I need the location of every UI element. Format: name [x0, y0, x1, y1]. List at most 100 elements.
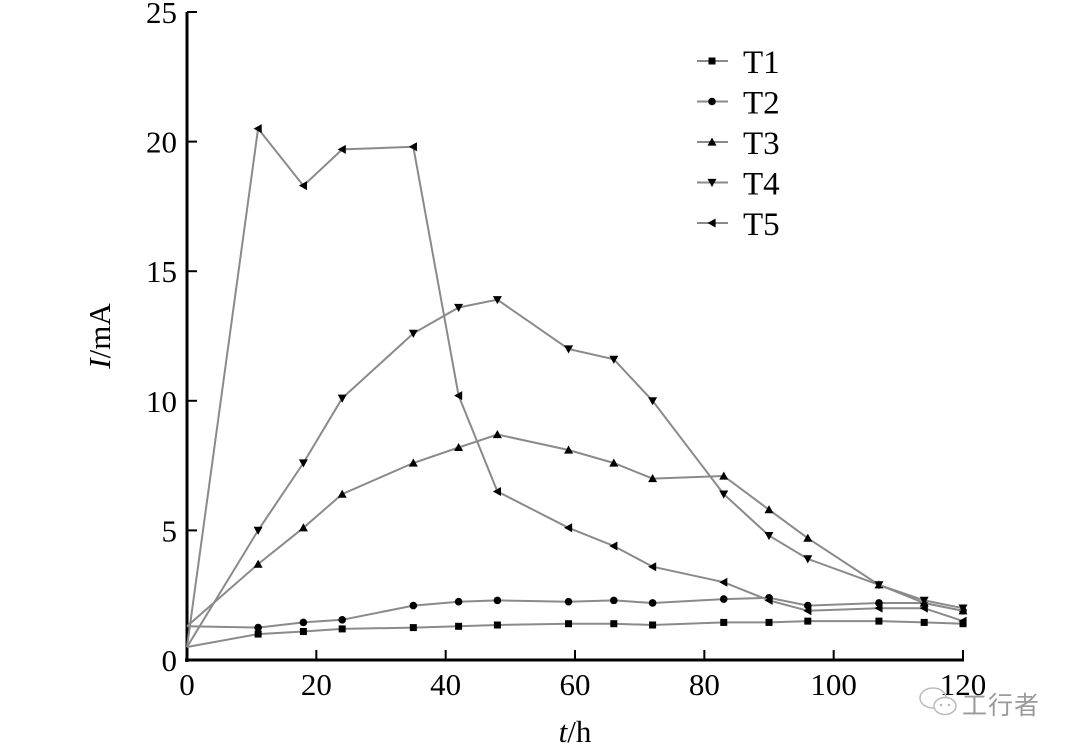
- data-point: [254, 630, 262, 638]
- legend-label: T2: [743, 86, 780, 122]
- data-point: [298, 459, 308, 468]
- y-tick-label: 20: [146, 125, 177, 160]
- legend-item-t1: T1: [697, 45, 780, 81]
- data-point: [764, 531, 774, 541]
- data-point: [649, 621, 657, 629]
- legend-label: T4: [743, 167, 780, 203]
- data-point: [492, 429, 502, 439]
- data-point: [338, 625, 346, 633]
- x-tick-label: 80: [689, 667, 720, 702]
- data-point: [564, 345, 574, 354]
- data-point: [804, 617, 812, 625]
- series-t1: [186, 617, 967, 648]
- data-point: [919, 603, 928, 613]
- series-line: [186, 596, 964, 629]
- data-point: [874, 603, 883, 613]
- legend-marker: [708, 97, 716, 106]
- legend-item-t4: T4: [697, 167, 780, 203]
- data-point: [719, 595, 728, 603]
- data-point: [875, 617, 883, 625]
- series-line: [186, 298, 964, 648]
- data-point: [648, 397, 658, 406]
- data-point: [764, 505, 774, 514]
- legend-marker: [707, 137, 717, 146]
- y-tick-label: 0: [162, 643, 178, 678]
- data-point: [299, 627, 307, 635]
- data-point: [454, 597, 463, 606]
- series-t5: [186, 124, 967, 648]
- data-point: [253, 559, 263, 568]
- data-point: [337, 489, 347, 498]
- series-line: [186, 433, 964, 628]
- data-point: [609, 541, 618, 551]
- series-line: [186, 126, 964, 648]
- series-t4: [186, 296, 968, 648]
- legend-marker: [708, 57, 716, 65]
- legend-label: T1: [743, 45, 780, 81]
- data-point: [454, 391, 463, 401]
- data-point: [493, 596, 502, 605]
- data-point: [408, 142, 417, 152]
- data-point: [803, 555, 813, 564]
- data-point: [874, 581, 884, 590]
- data-point: [455, 622, 463, 630]
- data-point: [720, 618, 728, 626]
- legend-label: T5: [743, 207, 780, 243]
- data-point: [408, 458, 418, 467]
- data-point: [493, 621, 501, 629]
- y-tick-label: 10: [146, 384, 177, 419]
- data-point: [609, 458, 619, 467]
- x-tick-label: 60: [560, 667, 591, 702]
- data-point: [454, 442, 464, 452]
- data-point: [409, 624, 417, 632]
- data-point: [298, 181, 307, 191]
- data-point: [958, 616, 967, 626]
- data-point: [337, 394, 347, 403]
- data-point: [719, 471, 729, 480]
- x-tick-label: 100: [810, 667, 857, 702]
- series-t3: [186, 429, 968, 628]
- data-point: [803, 533, 813, 542]
- data-point: [610, 596, 618, 605]
- data-point: [565, 620, 573, 628]
- data-point: [919, 596, 929, 605]
- data-point: [648, 599, 657, 607]
- data-point: [254, 623, 262, 632]
- wechat-icon: [919, 687, 957, 716]
- data-point: [253, 124, 262, 134]
- data-point: [920, 618, 928, 626]
- data-point: [492, 487, 501, 497]
- data-point: [803, 606, 812, 616]
- data-point: [338, 616, 347, 624]
- data-point: [454, 303, 464, 312]
- legend-marker: [707, 178, 717, 187]
- axes: 0 20 40 60 80 100 120 0 5 10 15 20 25: [146, 0, 986, 702]
- data-point: [958, 604, 968, 613]
- legend-item-t3: T3: [697, 126, 780, 162]
- data-point: [409, 601, 418, 610]
- data-point: [648, 474, 658, 483]
- data-point: [609, 355, 619, 364]
- series-line: [186, 620, 964, 648]
- series-t2: [186, 593, 967, 632]
- data-point: [719, 490, 729, 499]
- data-point: [719, 577, 728, 587]
- data-point: [564, 523, 573, 533]
- data-point: [564, 445, 574, 454]
- x-axis-title: t/h: [559, 714, 592, 748]
- x-tick-label: 40: [430, 667, 461, 702]
- data-point: [492, 296, 502, 305]
- legend-label: T3: [743, 126, 780, 162]
- data-point: [648, 562, 657, 572]
- y-tick-label: 15: [146, 254, 177, 289]
- data-point: [337, 144, 346, 154]
- x-tick-label: 20: [301, 667, 332, 702]
- legend-item-t2: T2: [697, 86, 780, 122]
- legend-marker: [707, 218, 716, 228]
- x-tick-label: 0: [179, 667, 195, 702]
- series-group: [186, 124, 968, 648]
- watermark-text: 工行者: [962, 691, 1041, 720]
- data-point: [299, 618, 308, 627]
- y-axis-title: I/mA: [82, 303, 117, 370]
